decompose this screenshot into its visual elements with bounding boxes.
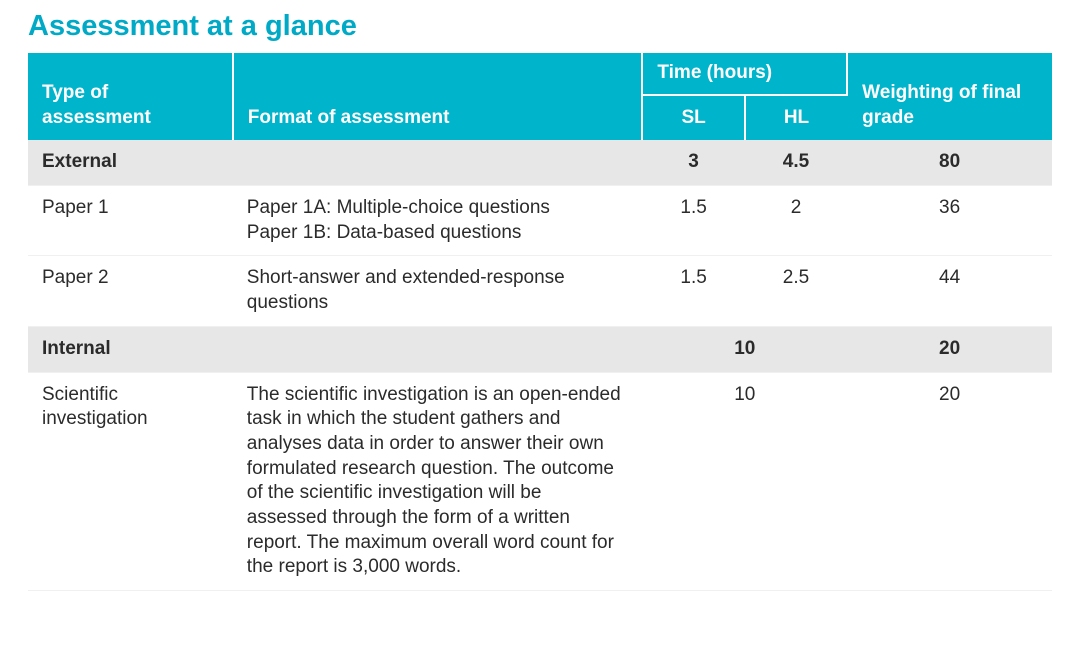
table-row: Paper 1Paper 1A: Multiple-choice questio… [28, 186, 1052, 256]
row-weight: 36 [847, 186, 1052, 256]
header-sl: SL [642, 95, 744, 141]
row-type: Paper 1 [28, 186, 233, 256]
assessment-table: Type of assessment Format of assessment … [28, 53, 1052, 591]
page-title: Assessment at a glance [28, 10, 1052, 43]
table-body: External34.580Paper 1Paper 1A: Multiple-… [28, 140, 1052, 590]
row-format: The scientific investigation is an open-… [233, 372, 643, 591]
header-weighting: Weighting of final grade [847, 53, 1052, 140]
table-row: Scientific investigationThe scientific i… [28, 372, 1052, 591]
header-time-group: Time (hours) [642, 53, 847, 95]
header-format: Format of assessment [233, 53, 643, 140]
section-format-blank [233, 140, 643, 185]
row-time: 10 [642, 372, 847, 591]
row-hl: 2 [745, 186, 847, 256]
table-header: Type of assessment Format of assessment … [28, 53, 1052, 140]
section-row: Internal 1020 [28, 326, 1052, 372]
row-type: Scientific investigation [28, 372, 233, 591]
section-label: Internal [28, 326, 233, 372]
table-row: Paper 2Short-answer and extended-respons… [28, 256, 1052, 326]
section-weight: 20 [847, 326, 1052, 372]
section-row: External 34.580 [28, 140, 1052, 185]
row-sl: 1.5 [642, 256, 744, 326]
section-label: External [28, 140, 233, 185]
row-format: Short-answer and extended-response quest… [233, 256, 643, 326]
row-sl: 1.5 [642, 186, 744, 256]
row-hl: 2.5 [745, 256, 847, 326]
section-hl: 4.5 [745, 140, 847, 185]
row-format: Paper 1A: Multiple-choice questionsPaper… [233, 186, 643, 256]
row-weight: 20 [847, 372, 1052, 591]
header-type: Type of assessment [28, 53, 233, 140]
header-hl: HL [745, 95, 847, 141]
section-time: 10 [642, 326, 847, 372]
row-type: Paper 2 [28, 256, 233, 326]
section-format-blank [233, 326, 643, 372]
section-weight: 80 [847, 140, 1052, 185]
row-weight: 44 [847, 256, 1052, 326]
section-sl: 3 [642, 140, 744, 185]
